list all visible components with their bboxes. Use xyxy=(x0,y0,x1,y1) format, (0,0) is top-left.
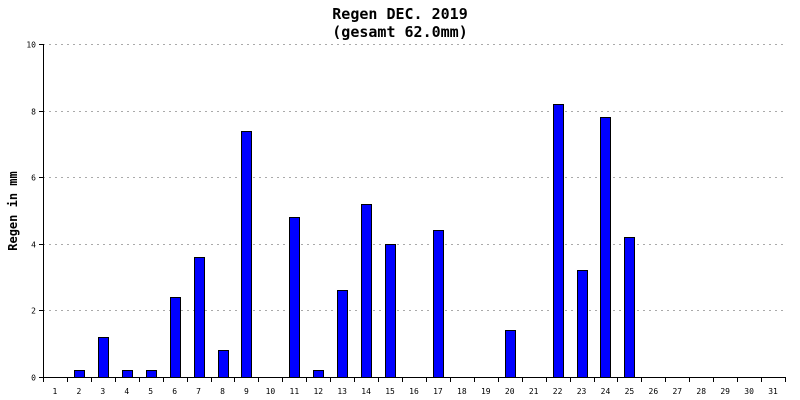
y-tick-label: 6 xyxy=(31,174,36,183)
bar xyxy=(194,257,205,378)
bar xyxy=(577,270,588,378)
bar xyxy=(385,244,396,378)
x-tick-label: 2 xyxy=(76,387,81,396)
x-tick-label: 14 xyxy=(361,387,371,396)
bar xyxy=(289,217,300,378)
x-tick-label: 26 xyxy=(649,387,659,396)
x-tick-label: 28 xyxy=(696,387,706,396)
x-tick-label: 7 xyxy=(196,387,201,396)
x-tick-label: 22 xyxy=(553,387,563,396)
x-tick-label: 13 xyxy=(337,387,347,396)
y-tick-label: 10 xyxy=(26,41,36,50)
bar xyxy=(553,104,564,378)
bar xyxy=(337,290,348,378)
x-tick-label: 9 xyxy=(244,387,249,396)
y-tick-label: 4 xyxy=(31,241,36,250)
y-tick-label: 0 xyxy=(31,374,36,383)
chart-subtitle: (gesamt 62.0mm) xyxy=(332,23,468,41)
x-tick-label: 25 xyxy=(625,387,635,396)
x-tick-label: 4 xyxy=(124,387,129,396)
y-tick-label: 2 xyxy=(31,307,36,316)
x-tick-label: 5 xyxy=(148,387,153,396)
x-tick-label: 12 xyxy=(313,387,323,396)
x-tick-label: 6 xyxy=(172,387,177,396)
x-tick-label: 21 xyxy=(529,387,539,396)
x-tick-label: 24 xyxy=(601,387,611,396)
bar xyxy=(122,370,133,378)
x-tick-label: 31 xyxy=(768,387,778,396)
x-tick-label: 30 xyxy=(744,387,754,396)
bar xyxy=(218,350,229,378)
bar xyxy=(505,330,516,378)
chart-title: Regen DEC. 2019 xyxy=(332,5,468,23)
x-tick-label: 18 xyxy=(457,387,467,396)
bar xyxy=(146,370,157,378)
x-tick-label: 16 xyxy=(409,387,419,396)
x-tick-label: 27 xyxy=(672,387,682,396)
bar xyxy=(74,370,85,378)
bar xyxy=(433,230,444,378)
y-tick-label: 8 xyxy=(31,108,36,117)
x-tick-label: 8 xyxy=(220,387,225,396)
x-tick-label: 23 xyxy=(577,387,587,396)
x-tick-label: 3 xyxy=(100,387,105,396)
bar xyxy=(361,204,372,378)
x-tick-label: 20 xyxy=(505,387,515,396)
bar xyxy=(170,297,181,378)
x-tick-label: 15 xyxy=(385,387,395,396)
x-tick-label: 17 xyxy=(433,387,443,396)
bar xyxy=(600,117,611,378)
bar xyxy=(313,370,324,378)
x-tick-label: 10 xyxy=(266,387,276,396)
x-tick-label: 1 xyxy=(53,387,58,396)
bar xyxy=(98,337,109,378)
x-tick-label: 11 xyxy=(290,387,300,396)
bar xyxy=(624,237,635,378)
bar xyxy=(241,131,252,378)
x-tick-label: 29 xyxy=(720,387,730,396)
x-tick-label: 19 xyxy=(481,387,491,396)
